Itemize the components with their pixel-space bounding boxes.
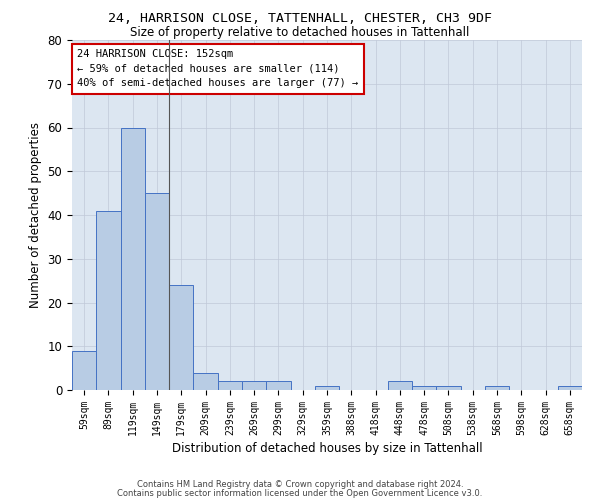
- Y-axis label: Number of detached properties: Number of detached properties: [29, 122, 42, 308]
- Bar: [193, 372, 218, 390]
- Bar: [266, 381, 290, 390]
- X-axis label: Distribution of detached houses by size in Tattenhall: Distribution of detached houses by size …: [172, 442, 482, 455]
- Text: 24 HARRISON CLOSE: 152sqm
← 59% of detached houses are smaller (114)
40% of semi: 24 HARRISON CLOSE: 152sqm ← 59% of detac…: [77, 49, 358, 88]
- Bar: [412, 386, 436, 390]
- Bar: [436, 386, 461, 390]
- Bar: [485, 386, 509, 390]
- Bar: [388, 381, 412, 390]
- Text: Contains HM Land Registry data © Crown copyright and database right 2024.: Contains HM Land Registry data © Crown c…: [137, 480, 463, 489]
- Bar: [121, 128, 145, 390]
- Bar: [315, 386, 339, 390]
- Text: Contains public sector information licensed under the Open Government Licence v3: Contains public sector information licen…: [118, 488, 482, 498]
- Bar: [218, 381, 242, 390]
- Bar: [558, 386, 582, 390]
- Bar: [169, 285, 193, 390]
- Bar: [72, 350, 96, 390]
- Bar: [145, 193, 169, 390]
- Text: 24, HARRISON CLOSE, TATTENHALL, CHESTER, CH3 9DF: 24, HARRISON CLOSE, TATTENHALL, CHESTER,…: [108, 12, 492, 26]
- Bar: [242, 381, 266, 390]
- Text: Size of property relative to detached houses in Tattenhall: Size of property relative to detached ho…: [130, 26, 470, 39]
- Bar: [96, 210, 121, 390]
